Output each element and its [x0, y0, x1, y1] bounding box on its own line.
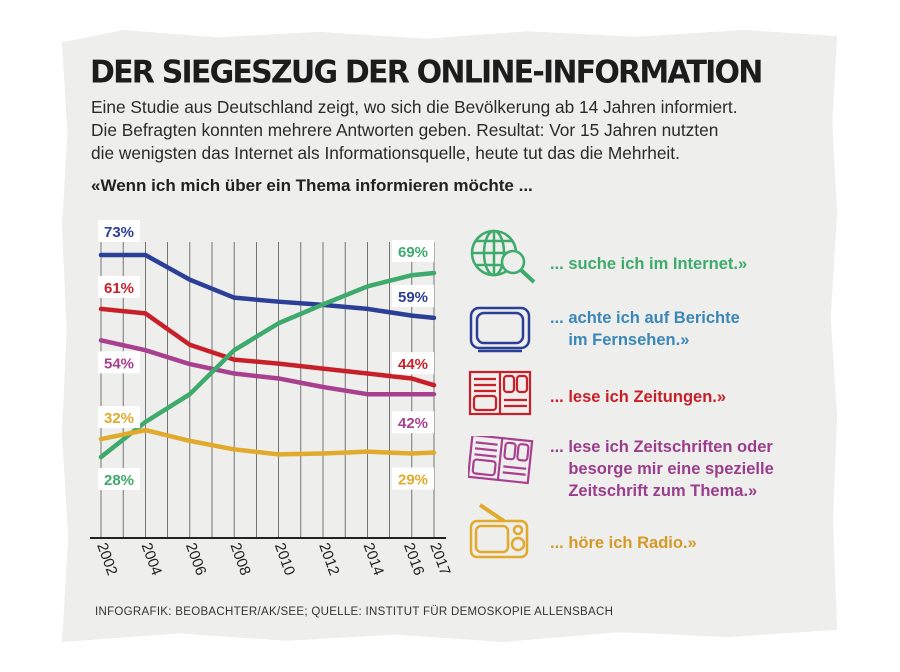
series-line-magazine	[98, 338, 437, 397]
x-tick-label: 2006	[182, 541, 209, 578]
x-tick-label: 2002	[93, 541, 120, 578]
newspaper-icon	[468, 370, 532, 416]
value-label-box	[392, 239, 434, 262]
value-label-box	[98, 275, 140, 298]
value-label-tv: 59%	[398, 289, 428, 306]
globe-magnifier-icon	[470, 229, 536, 284]
value-label-box	[98, 220, 140, 242]
x-tick-label: 2008	[226, 541, 253, 578]
legend-item-tv: ... achte ich auf Berichte im Fernsehen.…	[468, 305, 740, 361]
value-label-radio: 29%	[398, 472, 428, 489]
value-label-box	[98, 468, 140, 491]
x-tick-label: 2016	[400, 541, 427, 578]
x-tick-label: 2004	[138, 541, 165, 578]
value-label-box	[392, 352, 434, 375]
legend-label: ... höre ich Radio.»	[550, 534, 697, 552]
series-line-radio	[98, 427, 437, 457]
series-line-newspaper	[98, 306, 437, 388]
value-label-box	[98, 351, 140, 374]
legend-item-newspaper: ... lese ich Zeitungen.»	[468, 370, 726, 426]
value-labels: 73% 59% 61% 44% 54% 42% 28% 69% 32% 29%	[98, 220, 434, 491]
legend-label: ... lese ich Zeitungen.»	[550, 388, 727, 406]
chart-title: DER SIEGESZUG DER ONLINE-INFORMATION	[90, 54, 763, 91]
magazine-icon	[468, 436, 534, 485]
legend-item-magazine: ... lese ich Zeitschriften oder besorge …	[468, 436, 774, 502]
intro-line: die wenigsten das Internet als Informati…	[91, 143, 680, 163]
value-label-box	[392, 467, 434, 490]
question-text: «Wenn ich mich über ein Thema informiere…	[91, 176, 533, 195]
legend-label: ... suche ich im Internet.»	[550, 255, 748, 273]
series-line-tv	[98, 252, 437, 321]
x-tick-label: 2010	[271, 541, 298, 578]
legend-item-internet: ... suche ich im Internet.»	[468, 228, 747, 284]
x-tick-label: 2014	[360, 541, 387, 578]
value-label-box	[392, 284, 434, 307]
value-label-magazine: 54%	[104, 355, 134, 372]
value-label-internet: 69%	[398, 244, 428, 261]
value-label-box	[392, 411, 434, 434]
value-label-newspaper: 61%	[104, 280, 134, 297]
intro-text: Eine Studie aus Deutschland zeigt, wo si…	[91, 96, 811, 165]
tv-icon	[469, 306, 531, 353]
series-lines	[98, 252, 437, 460]
grid-lines	[100, 242, 435, 538]
intro-line: Eine Studie aus Deutschland zeigt, wo si…	[91, 97, 738, 117]
series-line-internet	[98, 270, 437, 460]
value-label-newspaper: 44%	[398, 356, 428, 373]
x-tick-label: 2017	[426, 541, 453, 578]
legend-item-radio: ... höre ich Radio.»	[468, 503, 697, 559]
legend-label: ... lese ich Zeitschriften oder besorge …	[550, 438, 774, 500]
radio-icon	[469, 503, 529, 559]
value-label-magazine: 42%	[398, 415, 428, 432]
source-credit: INFOGRAFIK: BEOBACHTER/AK/SEE; QUELLE: I…	[95, 606, 614, 618]
paper-background	[62, 30, 837, 642]
value-label-radio: 32%	[104, 410, 134, 427]
value-label-box	[98, 406, 140, 429]
value-label-tv: 73%	[104, 224, 134, 241]
legend-label: ... achte ich auf Berichte im Fernsehen.…	[550, 309, 740, 349]
value-label-internet: 28%	[104, 472, 134, 489]
x-tick-label: 2012	[315, 541, 342, 578]
intro-line: Die Befragten konnten mehrere Antworten …	[91, 120, 719, 140]
